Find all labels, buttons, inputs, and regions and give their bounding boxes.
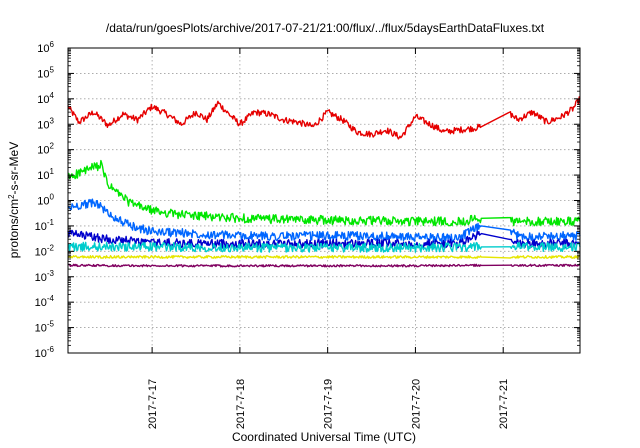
series-line-2 [67, 159, 581, 227]
y-tick-label: 10-1 [35, 218, 55, 233]
y-tick-exponent: 6 [50, 40, 55, 49]
y-tick-base: 10 [35, 297, 47, 309]
x-axis-label: Coordinated Universal Time (UTC) [232, 430, 416, 444]
y-tick-base: 10 [37, 43, 49, 55]
y-tick-base: 10 [37, 170, 49, 182]
x-tick-label: 2017-7-18 [235, 379, 247, 429]
series-line-3 [67, 198, 581, 243]
y-tick-base: 10 [37, 94, 49, 106]
grid-lines [68, 48, 580, 353]
x-axis: 2017-7-17 2017-7-18 2017-7-19 2017-7-20 2017… [147, 48, 510, 429]
y-tick-exponent: -5 [47, 320, 55, 329]
y-tick-base: 10 [35, 323, 47, 335]
y-tick-exponent: 1 [50, 167, 55, 176]
x-tick-label: 2017-7-17 [147, 379, 159, 429]
y-tick-label: 104 [37, 91, 54, 106]
y-tick-label: 10-4 [35, 294, 55, 309]
y-axis-label-sup: 2 [7, 194, 16, 199]
y-tick-label: 101 [37, 167, 54, 182]
y-axis: 10-610-510-410-310-210-11001011021031041… [35, 40, 580, 360]
x-tick-label: 2017-7-19 [323, 379, 335, 429]
y-tick-base: 10 [37, 145, 49, 157]
y-tick-exponent: 5 [50, 65, 55, 74]
y-tick-exponent: -1 [47, 218, 55, 227]
y-tick-label: 10-3 [35, 269, 55, 284]
y-tick-exponent: -6 [47, 345, 55, 354]
chart-title: /data/run/goesPlots/archive/2017-07-21/2… [106, 21, 545, 35]
y-axis-label: protons/cm2-s-sr-MeV [7, 142, 22, 258]
series-group [67, 96, 581, 268]
series-line-7 [67, 263, 581, 268]
y-tick-base: 10 [35, 221, 47, 233]
series-line-1 [67, 96, 581, 140]
y-tick-label: 10-6 [35, 345, 55, 360]
series-line-5 [67, 241, 581, 253]
y-tick-label: 106 [37, 40, 54, 55]
series-line-4 [67, 229, 581, 249]
y-tick-base: 10 [37, 68, 49, 80]
y-tick-exponent: -4 [47, 294, 55, 303]
y-tick-base: 10 [37, 196, 49, 208]
y-tick-base: 10 [35, 246, 47, 258]
y-tick-base: 10 [35, 272, 47, 284]
y-axis-label-rest: -s-sr-MeV [7, 142, 21, 195]
y-tick-label: 103 [37, 116, 54, 131]
y-tick-exponent: -2 [47, 243, 55, 252]
y-tick-exponent: 2 [50, 142, 55, 151]
y-tick-label: 10-5 [35, 320, 55, 335]
x-tick-label: 2017-7-21 [498, 379, 510, 429]
x-tick-label: 2017-7-20 [410, 379, 422, 429]
y-tick-exponent: -3 [47, 269, 55, 278]
y-tick-base: 10 [35, 348, 47, 360]
y-tick-label: 102 [37, 142, 54, 157]
y-tick-exponent: 4 [50, 91, 55, 100]
y-tick-exponent: 0 [50, 193, 55, 202]
series-line-6 [67, 254, 581, 259]
y-tick-label: 105 [37, 65, 54, 80]
y-axis-label-main: protons/cm [7, 199, 21, 258]
y-tick-exponent: 3 [50, 116, 55, 125]
y-tick-label: 10-2 [35, 243, 55, 258]
y-tick-base: 10 [37, 119, 49, 131]
y-tick-label: 100 [37, 193, 54, 208]
